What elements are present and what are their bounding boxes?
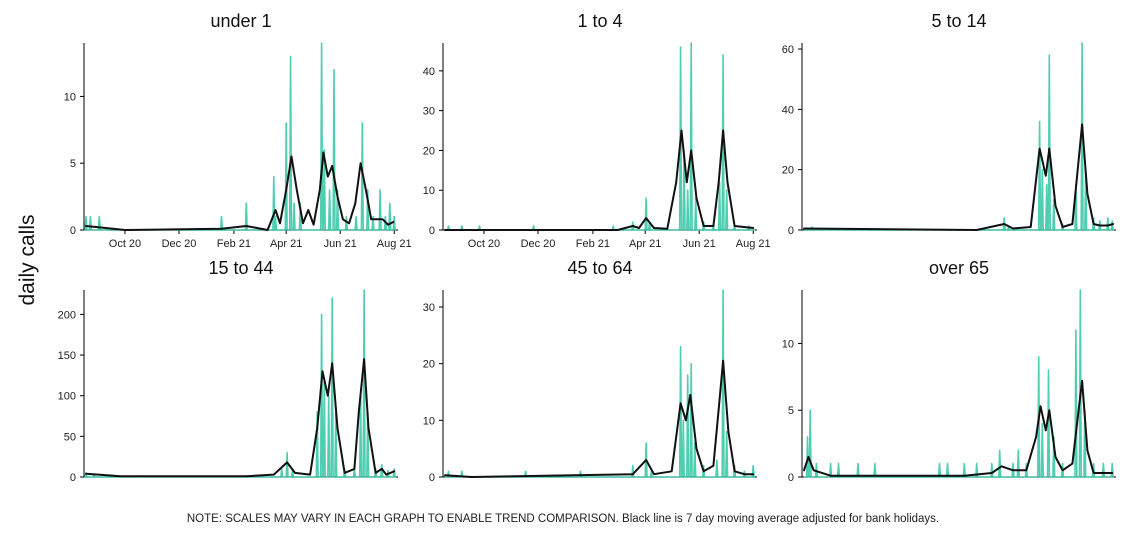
y-tick-label: 0 [788,225,794,237]
x-tick-label: Aug 21 [736,238,771,250]
y-tick-label: 150 [58,350,76,362]
daily-calls-series [445,289,755,478]
panel-title: 5 to 14 [931,11,986,31]
daily-calls-series [84,289,396,478]
y-tick-label: 10 [423,185,435,197]
y-tick-label: 10 [423,415,435,427]
y-tick-label: 0 [429,472,435,484]
y-tick-label: 40 [782,104,794,116]
moving-average-series [803,123,1115,231]
x-tick-label: Feb 21 [576,238,610,250]
y-tick-label: 20 [423,145,435,157]
y-tick-label: 50 [64,431,76,443]
x-tick-label: Apr 21 [629,238,661,250]
figure-note: NOTE: SCALES MAY VARY IN EACH GRAPH TO E… [186,513,940,525]
x-tick-label: Oct 20 [468,238,500,250]
x-tick-label: Jun 21 [324,238,357,250]
daily-calls-series [84,42,396,231]
panel-title: over 65 [929,258,989,278]
y-tick-label: 20 [782,165,794,177]
y-tick-label: 10 [782,338,794,350]
y-tick-label: 100 [58,391,76,403]
y-tick-label: 5 [788,405,794,417]
y-tick-label: 0 [788,472,794,484]
y-tick-label: 20 [423,359,435,371]
y-tick-label: 0 [70,225,76,237]
daily-calls-series [804,289,1114,478]
moving-average-series [803,379,1114,477]
daily-calls-series [445,42,755,231]
y-tick-label: 40 [423,66,435,78]
y-tick-label: 5 [70,158,76,170]
daily-calls-series [804,42,1114,231]
x-tick-label: Apr 21 [270,238,302,250]
moving-average-series [444,129,755,231]
y-tick-label: 60 [782,44,794,56]
x-tick-label: Aug 21 [377,238,412,250]
panel-title: 45 to 64 [567,258,632,278]
y-tick-label: 200 [58,309,76,321]
y-axis-label: daily calls [16,214,39,305]
y-tick-label: 0 [429,225,435,237]
panel-title: 15 to 44 [208,258,273,278]
x-tick-label: Oct 20 [109,238,141,250]
y-tick-label: 30 [423,106,435,118]
x-tick-label: Dec 20 [521,238,556,250]
panel-title: 1 to 4 [577,11,622,31]
y-tick-label: 0 [70,472,76,484]
moving-average-series [444,359,755,478]
moving-average-series [85,358,396,478]
y-tick-label: 30 [423,302,435,314]
y-tick-label: 10 [64,91,76,103]
panel-title: under 1 [210,11,271,31]
moving-average-series [85,151,395,231]
x-tick-label: Jun 21 [683,238,716,250]
x-tick-label: Dec 20 [162,238,197,250]
x-tick-label: Feb 21 [217,238,251,250]
